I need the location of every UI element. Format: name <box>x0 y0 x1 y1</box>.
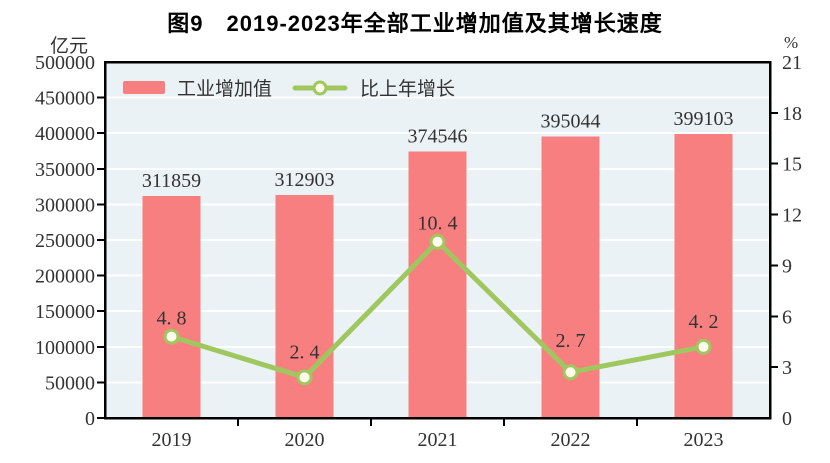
left-axis-tick-label: 200000 <box>35 266 95 288</box>
bar-value-label: 311859 <box>142 170 201 192</box>
left-axis-tick-label: 350000 <box>35 159 95 181</box>
growth-value-label: 2. 4 <box>290 341 320 363</box>
right-axis-unit-label: % <box>784 33 799 52</box>
left-axis-tick-label: 100000 <box>35 337 95 359</box>
x-axis-tick-label: 2020 <box>285 429 325 451</box>
growth-value-label: 4. 2 <box>689 311 719 333</box>
right-axis-tick-label: 18 <box>782 103 802 125</box>
left-axis-tick-label: 400000 <box>35 123 95 145</box>
growth-value-label: 10. 4 <box>418 213 458 235</box>
right-axis-tick-label: 6 <box>782 306 792 328</box>
left-axis-tick-label: 300000 <box>35 194 95 216</box>
right-axis-tick-label: 21 <box>782 52 802 74</box>
growth-marker-2020 <box>296 369 313 386</box>
right-axis-tick-label: 15 <box>782 154 802 176</box>
right-axis-tick-label: 3 <box>782 357 792 379</box>
x-axis-tick-label: 2022 <box>551 429 591 451</box>
bar-value-label: 395044 <box>541 111 601 133</box>
right-axis-tick-label: 0 <box>782 408 792 430</box>
growth-marker-2019 <box>163 328 180 345</box>
left-axis-tick-label: 150000 <box>35 301 95 323</box>
growth-marker-2023 <box>695 338 712 355</box>
right-axis-tick-label: 9 <box>782 255 792 277</box>
chart-title: 图9 2019-2023年全部工业增加值及其增长速度 <box>167 11 663 36</box>
bar-swatch-icon <box>123 81 165 94</box>
bar-2019 <box>142 195 201 418</box>
bar-2023 <box>674 133 733 418</box>
legend-label-line: 比上年增长 <box>360 79 456 100</box>
legend-label-bar: 工业增加值 <box>177 79 273 100</box>
left-axis-tick-label: 500000 <box>35 52 95 74</box>
legend-item-bar: 工业增加值 <box>123 74 272 101</box>
left-axis-tick-label: 0 <box>85 408 95 430</box>
bar-2021 <box>408 151 467 418</box>
x-axis-tick-label: 2023 <box>684 429 724 451</box>
bar-value-label: 374546 <box>408 125 468 147</box>
bar-value-label: 312903 <box>275 169 335 191</box>
left-axis-unit-label: 亿元 <box>49 36 88 57</box>
bar-value-label: 399103 <box>674 108 734 130</box>
growth-value-label: 4. 8 <box>157 308 187 330</box>
left-axis-tick-label: 450000 <box>35 88 95 110</box>
legend: 工业增加值 比上年增长 <box>123 74 455 101</box>
x-axis-tick-label: 2019 <box>152 429 192 451</box>
x-axis-tick-label: 2021 <box>418 429 458 451</box>
growth-marker-2021 <box>429 233 446 250</box>
legend-item-line: 比上年增长 <box>292 74 455 101</box>
left-axis-tick-label: 50000 <box>45 372 95 394</box>
growth-marker-2022 <box>562 364 579 381</box>
right-axis-tick-label: 12 <box>782 205 802 227</box>
left-axis-tick-label: 250000 <box>35 230 95 252</box>
growth-value-label: 2. 7 <box>556 330 586 352</box>
line-marker-icon <box>292 80 348 95</box>
